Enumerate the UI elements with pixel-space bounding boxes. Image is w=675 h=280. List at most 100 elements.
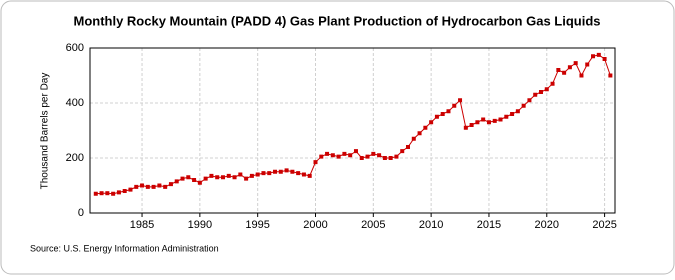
- data-point: [290, 169, 295, 174]
- y-tick-label: 400: [66, 97, 84, 109]
- y-tick-label: 0: [78, 207, 84, 219]
- y-tick-label: 200: [66, 152, 84, 164]
- data-point: [301, 172, 306, 177]
- data-point: [544, 87, 549, 92]
- data-point: [203, 176, 208, 181]
- data-point: [244, 176, 249, 181]
- x-tick-label: 2015: [477, 219, 501, 231]
- x-tick-label: 1995: [245, 219, 269, 231]
- data-point: [307, 173, 312, 178]
- data-point: [556, 68, 561, 72]
- x-tick-label: 1990: [188, 219, 212, 231]
- data-point: [168, 182, 173, 187]
- data-point: [411, 136, 416, 141]
- data-point: [319, 154, 324, 159]
- data-point: [267, 171, 272, 176]
- data-point: [481, 117, 486, 122]
- data-point: [463, 125, 468, 130]
- data-point: [596, 52, 601, 57]
- data-point: [469, 123, 474, 127]
- data-point: [209, 173, 214, 178]
- data-point: [591, 54, 596, 59]
- data-point: [163, 184, 168, 189]
- data-point: [504, 114, 509, 119]
- data-point: [446, 109, 451, 114]
- data-point: [550, 81, 555, 86]
- data-point: [533, 92, 538, 97]
- data-point: [174, 179, 179, 184]
- data-point: [573, 61, 578, 66]
- data-point: [116, 190, 121, 195]
- data-point: [429, 120, 434, 125]
- data-point: [180, 176, 185, 181]
- data-point: [325, 151, 330, 156]
- data-point: [157, 183, 162, 188]
- data-point: [348, 153, 353, 158]
- data-point: [140, 183, 145, 188]
- y-axis-label: Thousand Barrels per Day: [40, 73, 51, 190]
- data-point: [273, 169, 278, 174]
- data-point: [371, 151, 376, 156]
- data-point: [220, 175, 225, 180]
- data-point: [492, 118, 497, 123]
- data-point: [353, 149, 358, 154]
- data-point: [232, 175, 237, 180]
- data-point: [128, 187, 133, 192]
- data-point: [122, 189, 127, 193]
- data-point: [434, 114, 439, 119]
- data-point: [602, 57, 607, 61]
- data-point: [226, 173, 231, 178]
- data-point: [417, 131, 422, 136]
- data-point: [313, 160, 318, 165]
- data-point: [359, 156, 364, 160]
- data-point: [192, 178, 197, 182]
- data-point: [538, 90, 543, 94]
- data-point: [527, 98, 532, 103]
- data-point: [145, 184, 150, 189]
- data-point: [342, 151, 347, 156]
- data-point: [562, 70, 567, 75]
- data-point: [134, 184, 139, 189]
- data-point: [151, 184, 156, 189]
- data-point: [93, 191, 98, 196]
- x-tick-label: 2005: [361, 219, 385, 231]
- x-tick-label: 2000: [303, 219, 327, 231]
- data-point: [365, 154, 370, 159]
- plot-area: [89, 47, 616, 214]
- source: Source: U.S. Energy Information Administ…: [30, 243, 219, 253]
- data-point: [515, 109, 520, 114]
- data-point: [296, 171, 301, 176]
- chart-title: Monthly Rocky Mountain (PADD 4) Gas Plan…: [73, 13, 600, 28]
- data-point: [585, 62, 590, 67]
- data-point: [498, 117, 503, 122]
- data-point: [186, 175, 191, 180]
- data-point: [475, 120, 480, 125]
- data-point: [406, 145, 411, 149]
- data-point: [579, 73, 584, 78]
- y-tick-label: 600: [66, 42, 84, 54]
- data-point: [394, 154, 399, 159]
- data-point: [238, 172, 243, 177]
- x-tick-label: 2010: [419, 219, 443, 231]
- data-point: [99, 191, 104, 196]
- data-point: [388, 156, 393, 160]
- data-point: [521, 103, 526, 108]
- data-point: [249, 173, 254, 178]
- x-tick-label: 1985: [130, 219, 154, 231]
- data-point: [377, 153, 382, 158]
- data-point: [336, 154, 341, 159]
- data-point: [608, 73, 613, 78]
- data-point: [255, 172, 260, 177]
- data-point: [284, 168, 289, 173]
- data-point: [440, 112, 445, 116]
- data-point: [105, 191, 110, 196]
- data-point: [330, 153, 335, 158]
- x-tick-label: 2025: [592, 219, 616, 231]
- data-point: [458, 98, 463, 103]
- data-point: [400, 149, 405, 154]
- data-point: [111, 191, 116, 196]
- data-point: [423, 125, 428, 130]
- data-point: [278, 169, 283, 174]
